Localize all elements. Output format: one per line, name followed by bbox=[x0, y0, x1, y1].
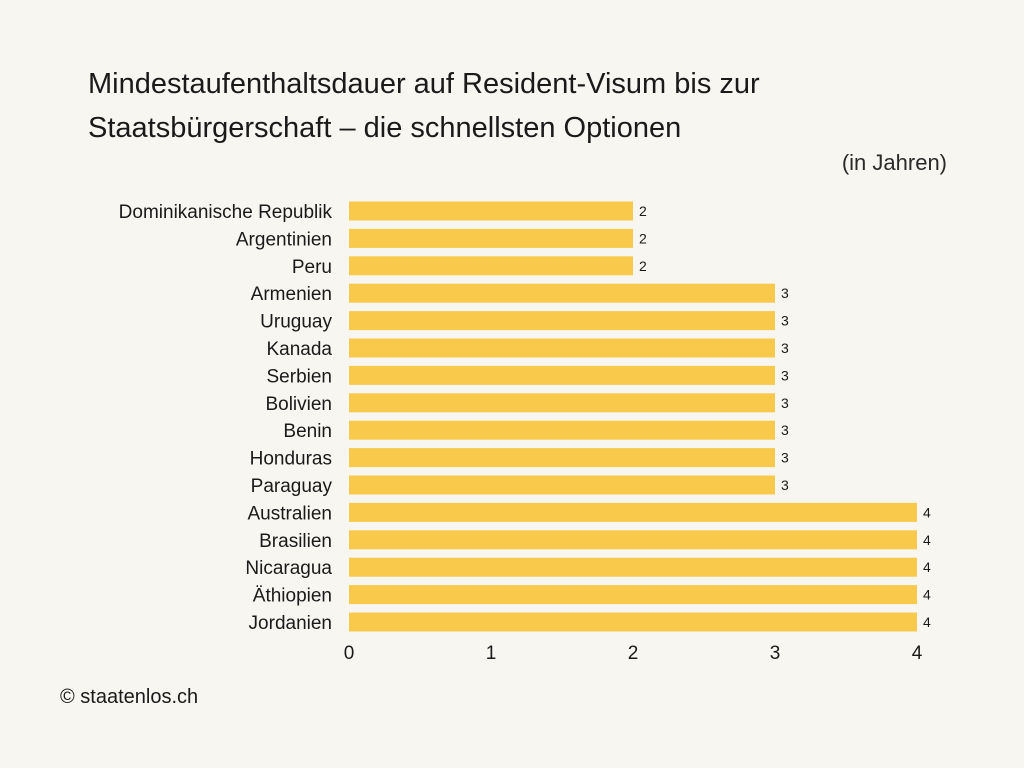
data-label: 4 bbox=[923, 559, 931, 575]
bar bbox=[349, 585, 917, 605]
category-label: Paraguay bbox=[251, 476, 333, 497]
data-label: 4 bbox=[923, 587, 931, 603]
data-label: 2 bbox=[639, 258, 647, 274]
value-labels-group: 2 2 2 3 3 3 3 3 3 3 3 4 4 4 4 4 bbox=[639, 203, 931, 630]
category-label: Peru bbox=[292, 257, 332, 278]
bar bbox=[349, 612, 917, 632]
x-tick-label: 4 bbox=[912, 643, 923, 664]
category-label: Jordanien bbox=[249, 613, 332, 634]
bar bbox=[349, 283, 775, 303]
data-label: 3 bbox=[781, 367, 789, 383]
data-label: 4 bbox=[923, 614, 931, 630]
data-label: 3 bbox=[781, 395, 789, 411]
bar bbox=[349, 420, 775, 440]
data-label: 3 bbox=[781, 313, 789, 329]
x-tick-label: 3 bbox=[770, 643, 781, 664]
category-label: Serbien bbox=[267, 366, 333, 387]
chart-title-line-2: Staatsbürgerschaft – die schnellsten Opt… bbox=[88, 112, 682, 144]
data-label: 3 bbox=[781, 285, 789, 301]
category-label: Äthiopien bbox=[253, 586, 332, 607]
data-label: 3 bbox=[781, 340, 789, 356]
copyright-credit: © staatenlos.ch bbox=[60, 686, 199, 708]
bar bbox=[349, 530, 917, 550]
bar bbox=[349, 365, 775, 385]
x-tick-label: 2 bbox=[628, 643, 639, 664]
bar bbox=[349, 228, 633, 248]
x-tick-label: 0 bbox=[344, 643, 355, 664]
category-labels-group: Dominikanische Republik Argentinien Peru Ar… bbox=[119, 202, 333, 634]
bar bbox=[349, 338, 775, 358]
bar bbox=[349, 502, 917, 522]
category-label: Armenien bbox=[251, 284, 332, 305]
category-label: Argentinien bbox=[236, 229, 332, 250]
category-label: Benin bbox=[283, 421, 332, 442]
category-label: Uruguay bbox=[260, 312, 332, 333]
category-label: Bolivien bbox=[265, 394, 332, 415]
category-label: Honduras bbox=[250, 449, 332, 470]
data-label: 3 bbox=[781, 422, 789, 438]
bars-group bbox=[349, 201, 917, 632]
data-label: 2 bbox=[639, 203, 647, 219]
bar bbox=[349, 475, 775, 495]
chart-unit-subtitle: (in Jahren) bbox=[841, 150, 947, 175]
bar bbox=[349, 256, 633, 276]
category-label: Dominikanische Republik bbox=[119, 202, 333, 223]
category-label: Nicaragua bbox=[245, 558, 332, 579]
bar bbox=[349, 448, 775, 468]
data-label: 3 bbox=[781, 477, 789, 493]
category-label: Kanada bbox=[266, 339, 332, 360]
bar bbox=[349, 557, 917, 577]
data-label: 3 bbox=[781, 450, 789, 466]
bar bbox=[349, 201, 633, 221]
chart-title-line-1: Mindestaufenthaltsdauer auf Resident-Vis… bbox=[88, 68, 760, 100]
x-tick-label: 1 bbox=[486, 643, 497, 664]
bar bbox=[349, 393, 775, 413]
category-label: Brasilien bbox=[259, 531, 332, 552]
data-label: 2 bbox=[639, 230, 647, 246]
category-label: Australien bbox=[248, 503, 333, 524]
bar bbox=[349, 311, 775, 331]
data-label: 4 bbox=[923, 532, 931, 548]
x-axis-ticks-group: 0 1 2 3 4 bbox=[344, 643, 923, 664]
data-label: 4 bbox=[923, 504, 931, 520]
